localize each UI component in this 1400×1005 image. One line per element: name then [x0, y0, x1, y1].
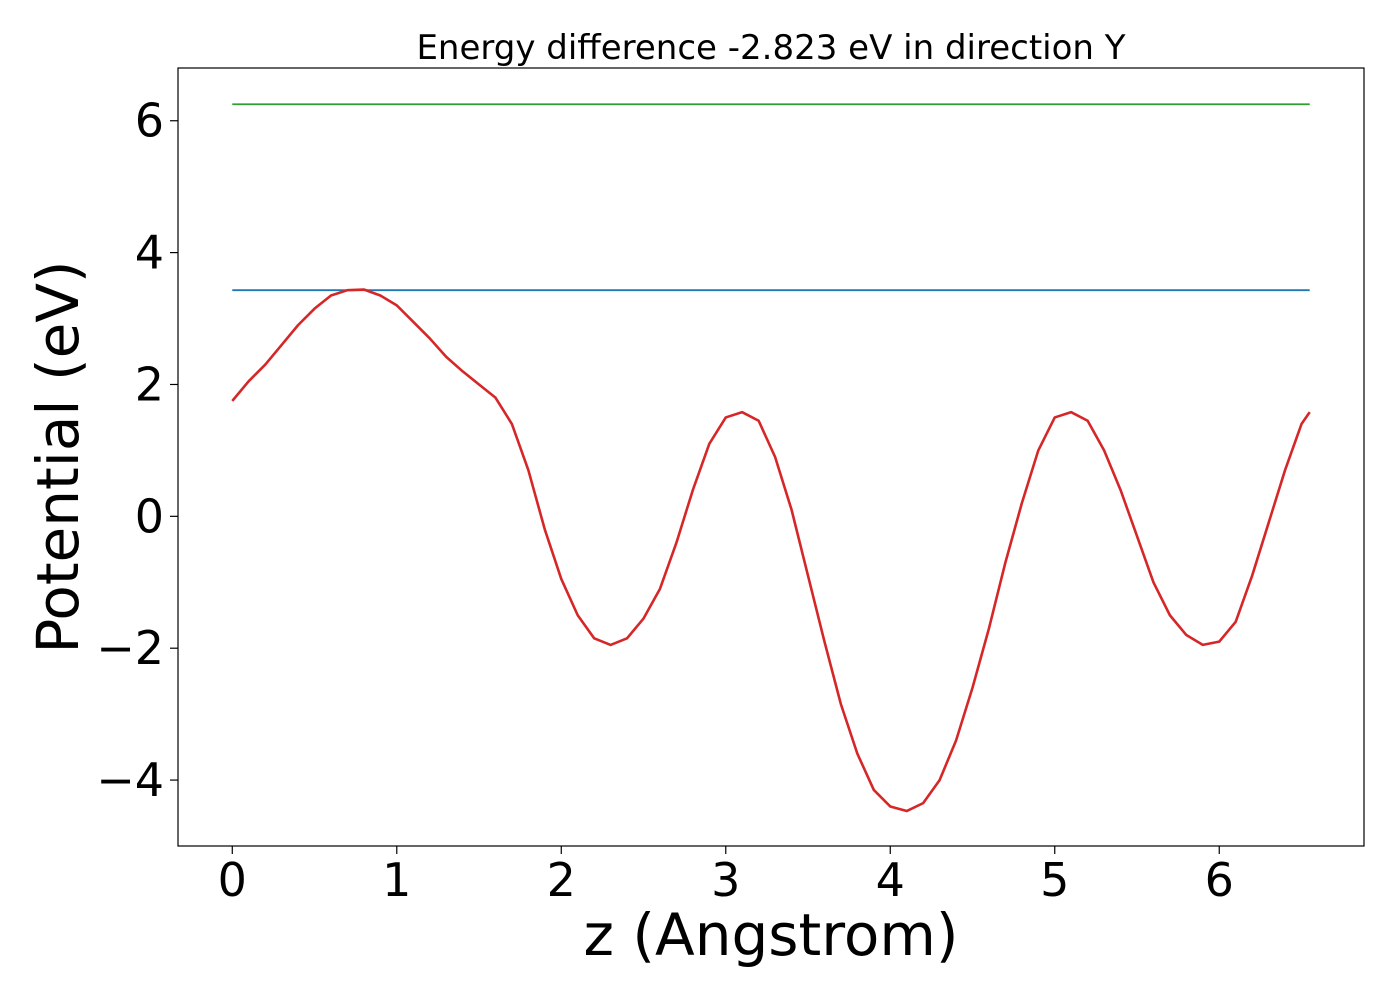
x-tick-label: 4	[876, 853, 905, 907]
series-line-2	[231, 288, 1311, 813]
x-tick-label: 5	[1040, 853, 1069, 907]
y-axis-label: Potential (eV)	[24, 260, 92, 653]
y-tick-label: 4	[135, 226, 164, 280]
y-tick-label: −2	[96, 621, 164, 675]
x-tick-label: 2	[547, 853, 576, 907]
plot-frame	[177, 67, 1365, 847]
y-tick-label: −4	[96, 753, 164, 807]
x-tick-label: 6	[1205, 853, 1234, 907]
y-tick-label: 2	[135, 357, 164, 411]
x-axis-label: z (Angstrom)	[584, 901, 959, 969]
x-tick-label: 0	[218, 853, 247, 907]
chart-title: Energy difference -2.823 eV in direction…	[416, 28, 1125, 68]
plot-layer	[231, 103, 1311, 813]
x-tick-label: 3	[711, 853, 740, 907]
y-tick-label: 6	[135, 94, 164, 148]
y-tick-label: 0	[135, 489, 164, 543]
tick-layer: 0 1 2 3 4 5 6 −4 −2 0 2 4 6	[96, 94, 1234, 907]
x-tick-label: 1	[382, 853, 411, 907]
